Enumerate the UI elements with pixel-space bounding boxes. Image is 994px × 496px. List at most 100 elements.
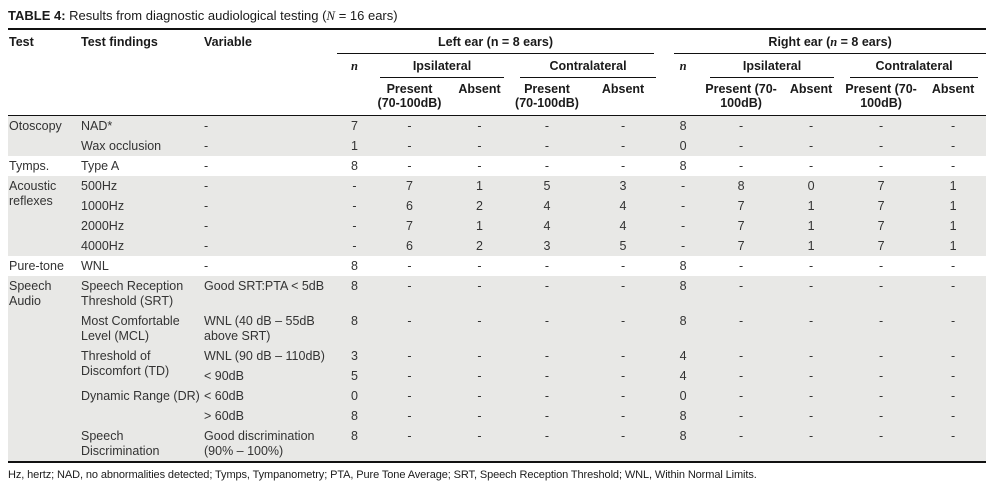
- cell-value: -: [512, 311, 582, 346]
- cell-value: -: [512, 136, 582, 156]
- cell-value: -: [447, 115, 512, 136]
- cell-value: 4: [512, 216, 582, 236]
- table-title-text: Results from diagnostic audiological tes…: [65, 8, 327, 23]
- cell-value: 1: [447, 176, 512, 196]
- col-header-present-right-ipsi: Present (70-100dB): [705, 82, 777, 110]
- cell-value: -: [544, 159, 550, 173]
- cell-value: 6: [372, 236, 447, 256]
- cell-value: 1: [780, 216, 843, 236]
- cell-value: -: [951, 259, 956, 273]
- cell-value: 8: [664, 426, 703, 462]
- subheader-left-ipsilateral: Ipsilateral: [372, 54, 512, 78]
- cell-value: 5: [512, 176, 582, 196]
- cell-value: -: [878, 259, 884, 273]
- cell-value: 3: [582, 176, 665, 196]
- cell-value: -: [842, 276, 921, 311]
- cell-finding: Speech Reception Threshold (SRT): [80, 276, 203, 311]
- cell-value: -: [920, 276, 987, 311]
- cell-value: -: [780, 311, 843, 346]
- cell-value: 1: [920, 196, 987, 216]
- cell-value: -: [620, 159, 626, 173]
- cell-variable: > 60dB: [203, 406, 337, 426]
- cell-value: 0: [664, 136, 703, 156]
- cell-value: -: [842, 406, 921, 426]
- cell-value: -: [447, 346, 512, 366]
- header-row-presence: Present (70-100dB) Absent Present (70-10…: [8, 78, 986, 116]
- cell-variable: -: [204, 259, 209, 273]
- cell-value: 2: [447, 236, 512, 256]
- cell-finding: NAD*: [80, 115, 203, 136]
- cell-value: 0: [780, 176, 843, 196]
- cell-test-group: Pure-tone: [9, 259, 64, 273]
- col-header-variable: Variable: [204, 35, 252, 49]
- n-symbol: n: [679, 59, 687, 73]
- cell-value: 1: [337, 136, 372, 156]
- cell-test-group: Otoscopy: [8, 115, 80, 156]
- cell-value: 8: [337, 426, 372, 462]
- cell-value: -: [372, 386, 447, 406]
- col-header-n-right: n: [664, 54, 702, 116]
- cell-test-group: Tymps.: [9, 159, 50, 173]
- table-row: Tymps. Type A - 8 - - - - 8 - - - -: [8, 156, 986, 176]
- cell-value: -: [447, 366, 512, 386]
- cell-value: 5: [337, 366, 372, 386]
- cell-value: 8: [337, 406, 372, 426]
- cell-value: 1: [447, 216, 512, 236]
- cell-value: -: [337, 236, 372, 256]
- cell-value: -: [780, 276, 843, 311]
- cell-value: 7: [702, 236, 781, 256]
- cell-value: -: [544, 259, 550, 273]
- cell-variable: -: [203, 115, 337, 136]
- cell-value: -: [702, 346, 781, 366]
- cell-value: 8: [702, 176, 781, 196]
- col-header-test-findings: Test findings: [81, 35, 158, 49]
- results-table: Test Test findings Variable Left ear (n …: [8, 28, 987, 463]
- cell-finding: 2000Hz: [80, 216, 203, 236]
- cell-value: 3: [512, 236, 582, 256]
- cell-value: 1: [920, 176, 987, 196]
- cell-value: -: [780, 386, 843, 406]
- subheader-right-ipsilateral: Ipsilateral: [702, 54, 842, 78]
- table-row: Wax occlusion - 1----0----: [8, 136, 987, 156]
- table-number-label: TABLE 4:: [8, 8, 66, 23]
- cell-variable: WNL (40 dB – 55dB above SRT): [203, 311, 337, 346]
- cell-value: -: [920, 115, 987, 136]
- cell-value: -: [702, 366, 781, 386]
- cell-value: -: [702, 386, 781, 406]
- cell-value: -: [808, 159, 814, 173]
- cell-value: -: [664, 176, 703, 196]
- cell-value: -: [582, 426, 665, 462]
- cell-value: -: [664, 236, 703, 256]
- cell-value: -: [878, 159, 884, 173]
- cell-value: 7: [372, 176, 447, 196]
- cell-value: -: [780, 426, 843, 462]
- cell-value: -: [582, 386, 665, 406]
- cell-value: -: [920, 136, 987, 156]
- cell-value: -: [920, 386, 987, 406]
- cell-value: -: [447, 311, 512, 346]
- cell-value: 8: [679, 259, 687, 273]
- cell-value: 4: [664, 346, 703, 366]
- cell-variable: < 60dB: [203, 386, 337, 406]
- cell-value: -: [780, 136, 843, 156]
- table-row: Speech Discrimination Good discriminatio…: [8, 426, 987, 462]
- cell-value: -: [738, 259, 744, 273]
- cell-finding: Most Comfortable Level (MCL): [80, 311, 203, 346]
- cell-value: -: [780, 346, 843, 366]
- cell-finding: 4000Hz: [80, 236, 203, 256]
- cell-value: -: [337, 216, 372, 236]
- cell-value: -: [582, 346, 665, 366]
- cell-value: -: [372, 406, 447, 426]
- cell-variable: Good discrimination (90% – 100%): [203, 426, 337, 462]
- cell-value: -: [372, 136, 447, 156]
- cell-value: -: [702, 115, 781, 136]
- cell-value: -: [842, 136, 921, 156]
- cell-value: 7: [842, 216, 921, 236]
- cell-value: 8: [664, 406, 703, 426]
- contralateral-label: Contralateral: [520, 59, 657, 78]
- cell-value: -: [920, 311, 987, 346]
- col-header-present-left-contra: Present (70-100dB): [515, 82, 579, 110]
- cell-value: -: [780, 115, 843, 136]
- group-header-left-ear: Left ear (n = 8 ears): [337, 29, 664, 54]
